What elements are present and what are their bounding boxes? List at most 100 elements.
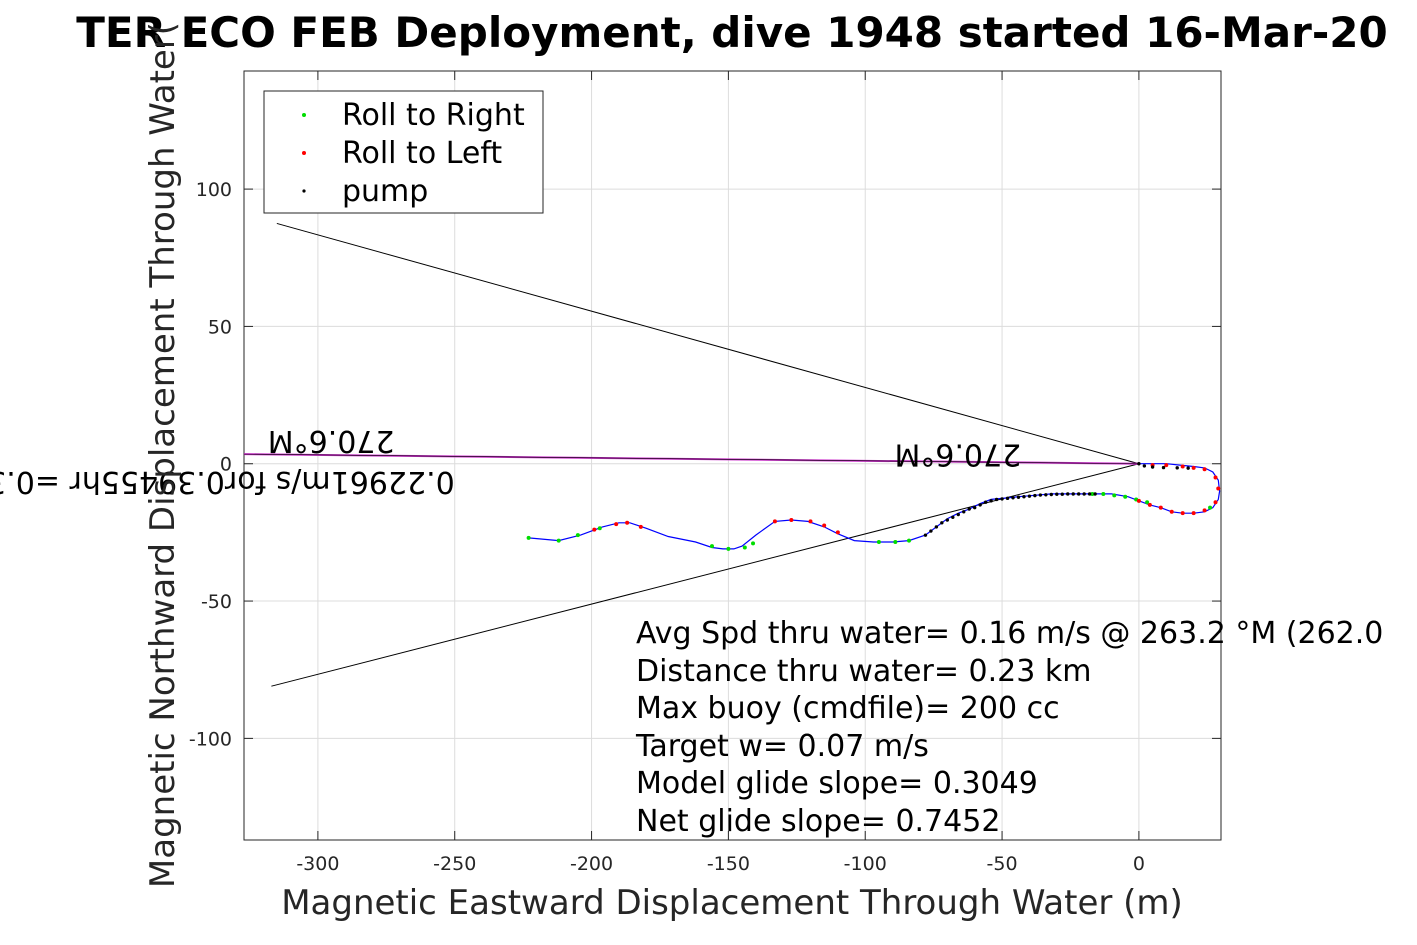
stat-avg-speed: Avg Spd thru water= 0.16 m/s @ 263.2 °M … [636, 616, 1383, 651]
roll-left-point [1147, 502, 1152, 507]
roll-right-point [575, 533, 580, 538]
roll-left-point [592, 527, 597, 532]
pump-point [1033, 493, 1037, 498]
x-ticks: -300 -250 -200 -150 -100 -50 0 [296, 853, 1145, 875]
pump-point [967, 507, 971, 511]
stats-block: Avg Spd thru water= 0.16 m/s @ 263.2 °M … [635, 616, 1383, 839]
roll-left-point [1191, 465, 1196, 470]
legend-label-pump: pump [342, 174, 428, 209]
roll-left-point [625, 520, 630, 525]
chart-lines [243, 222, 1221, 687]
roll-right-point [1145, 500, 1150, 505]
heading-label-1: 270.6°M [268, 423, 395, 458]
legend-label-roll-left: Roll to Left [342, 136, 502, 171]
pump-point [1150, 465, 1155, 469]
y-tick-label: 100 [196, 179, 232, 201]
pump-point [989, 499, 993, 503]
pump-point [1005, 496, 1010, 501]
pump-point [994, 497, 999, 502]
roll-right-point [1090, 491, 1095, 496]
x-tick-label: -300 [296, 853, 339, 875]
roll-left-point [1158, 505, 1163, 510]
roll-left-point [614, 522, 619, 527]
stat-distance: Distance thru water= 0.23 km [636, 654, 1091, 689]
y-tick-label: 50 [208, 316, 232, 338]
roll-left-point [1180, 464, 1185, 469]
stat-target-w: Target w= 0.07 m/s [635, 729, 929, 764]
pump-point [1066, 492, 1070, 496]
pump-point [978, 503, 982, 507]
roll-right-point [742, 545, 747, 550]
roll-left-point [1216, 486, 1221, 491]
pump-point [934, 525, 939, 529]
pump-point [1022, 494, 1026, 499]
roll-right-point [726, 546, 731, 551]
legend-marker-pump [302, 189, 306, 193]
pump-point [951, 515, 955, 519]
roll-right-point [907, 538, 912, 543]
roll-right-point [709, 544, 714, 549]
pump-point [1093, 492, 1097, 496]
axes-frame [243, 70, 1222, 841]
roll-left-point [789, 518, 794, 523]
heading-label-2: 270.6°M [894, 437, 1021, 472]
chart-title: TER ECO FEB Deployment, dive 1948 starte… [76, 8, 1387, 57]
pump-point [1060, 492, 1064, 496]
x-tick-label: -50 [987, 853, 1018, 875]
chart-markers [526, 462, 1221, 551]
roll-left-point [1164, 463, 1169, 468]
x-tick-label: 0 [1133, 853, 1145, 875]
pump-point [1055, 492, 1059, 496]
pump-point [1082, 492, 1086, 496]
roll-right-point [751, 541, 756, 546]
roll-right-point [893, 540, 898, 545]
pump-point [1016, 495, 1021, 499]
roll-left-point [638, 524, 643, 529]
roll-left-point [772, 519, 777, 524]
legend-label-roll-right: Roll to Right [342, 98, 525, 133]
cone-line [271, 463, 1140, 687]
roll-right-point [1208, 505, 1213, 510]
pump-point [1175, 466, 1179, 470]
x-tick-label: -100 [844, 853, 887, 875]
roll-right-point [1101, 491, 1106, 496]
roll-left-point [1169, 509, 1174, 514]
speed-label: 0.22961m/s for0.39455hr =0.32614km [0, 464, 455, 499]
roll-left-point [1136, 498, 1141, 503]
x-tick-label: -150 [707, 853, 750, 875]
pump-point [1044, 493, 1048, 497]
roll-left-point [1191, 511, 1196, 516]
roll-right-point [1112, 493, 1117, 498]
roll-right-point [876, 540, 881, 545]
pump-point [1011, 496, 1015, 500]
pump-point [1161, 465, 1166, 470]
roll-left-point [1202, 508, 1207, 513]
legend: Roll to Right Roll to Left pump [263, 90, 544, 214]
y-tick-label: -100 [189, 728, 232, 750]
pump-point [940, 521, 944, 525]
pump-point [1000, 497, 1004, 501]
pump-point [1071, 492, 1075, 496]
stat-max-buoy: Max buoy (cmdfile)= 200 cc [636, 691, 1060, 726]
y-axis-label: Magnetic Northward Displacement Through … [143, 22, 183, 888]
roll-left-point [808, 519, 813, 524]
y-ticks: -100 -50 0 50 100 [189, 179, 232, 750]
roll-right-point [556, 538, 561, 543]
roll-left-point [1202, 467, 1207, 472]
roll-left-point [822, 523, 827, 528]
pump-point [972, 505, 977, 510]
axes-box [243, 70, 1222, 841]
y-tick-label: 0 [220, 454, 232, 476]
annotations: 270.6°M 270.6°M 0.22961m/s for0.39455hr =0… [0, 423, 1021, 499]
legend-box [263, 90, 544, 214]
y-tick-label: -50 [201, 591, 232, 613]
pump-point [1049, 492, 1054, 497]
stat-net-glide-slope: Net glide slope= 0.7452 [636, 804, 1000, 839]
roll-left-point [835, 530, 840, 535]
heading-line-core [243, 453, 1139, 465]
pump-point [1137, 462, 1141, 466]
pump-point [1038, 493, 1043, 497]
pump-point [962, 510, 966, 514]
pump-point [929, 529, 933, 533]
